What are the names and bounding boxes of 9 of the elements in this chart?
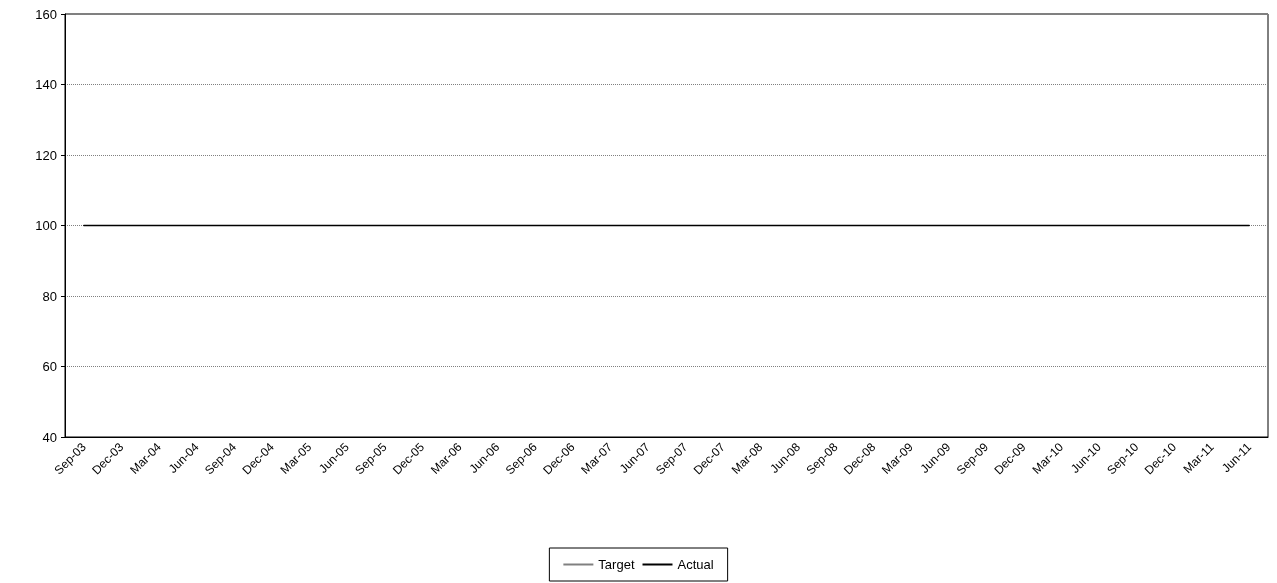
y-tick-label: 80 bbox=[42, 288, 57, 304]
y-tick-label: 140 bbox=[35, 77, 57, 92]
y-tick-label: 160 bbox=[35, 6, 57, 22]
y-tick-label: 120 bbox=[35, 147, 57, 163]
y-tick-label: 100 bbox=[35, 218, 57, 233]
legend-label: Target bbox=[598, 557, 635, 572]
legend-label: Actual bbox=[677, 557, 714, 572]
y-tick-label: 60 bbox=[42, 359, 57, 374]
y-tick-label: 40 bbox=[42, 429, 57, 445]
